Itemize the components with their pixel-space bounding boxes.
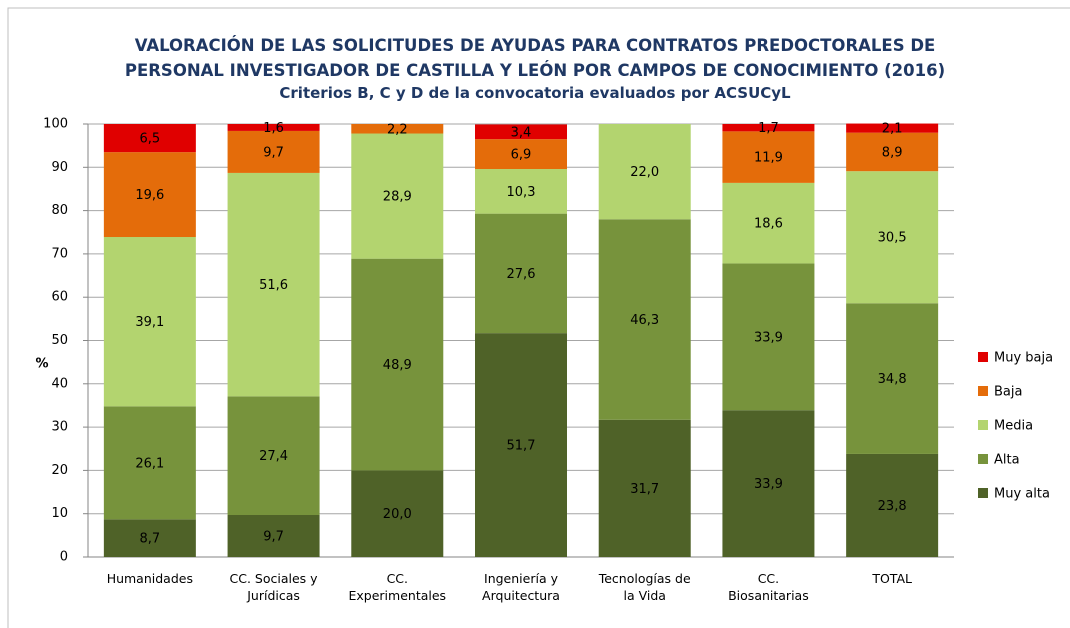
bar-segment [103, 237, 196, 407]
y-tick-label: 80 [51, 203, 68, 218]
bar-segment [475, 169, 567, 214]
bar-segment [722, 131, 815, 183]
y-tick-label: 40 [51, 376, 68, 391]
legend-label: Alta [994, 453, 1020, 468]
x-tick-label: Humanidades [106, 571, 193, 586]
y-tick-label: 70 [51, 246, 68, 261]
bar-segment [351, 133, 444, 259]
bar-segment [351, 470, 444, 557]
bar-segment [227, 396, 320, 515]
value-label: 6,9 [511, 148, 532, 163]
bar-segment [227, 124, 320, 131]
value-label: 9,7 [263, 145, 284, 160]
legend-label: Baja [994, 385, 1022, 400]
value-label: 33,9 [754, 477, 783, 492]
bar-segment [846, 171, 939, 304]
bar-segment [103, 519, 196, 557]
x-tick-label: CC. Biosanitarias [728, 571, 809, 603]
value-label: 51,7 [507, 439, 536, 454]
value-label: 3,4 [511, 125, 532, 140]
value-label: 8,7 [140, 532, 161, 547]
value-label: 9,7 [263, 529, 284, 544]
bar-segment [846, 132, 939, 172]
legend-swatch [978, 454, 988, 464]
bar-segment [846, 123, 939, 133]
y-tick-label: 60 [51, 290, 68, 305]
legend-swatch [978, 352, 988, 362]
bar-segment [475, 333, 567, 557]
legend-swatch [978, 386, 988, 396]
value-label: 26,1 [135, 456, 164, 471]
value-label: 23,8 [878, 499, 907, 514]
bar-segment [103, 406, 196, 520]
value-label: 28,9 [383, 190, 412, 205]
y-tick-label: 20 [51, 463, 68, 478]
legend-swatch [978, 420, 988, 430]
bar-segment [103, 152, 196, 238]
chart-title: VALORACIÓN DE LAS SOLICITUDES DE AYUDAS … [124, 36, 946, 80]
chart-subtitle: Criterios B, C y D de la convocatoria ev… [279, 84, 791, 102]
value-label: 6,5 [140, 132, 161, 147]
value-label: 27,4 [259, 449, 288, 464]
bar-segment [598, 219, 691, 420]
bar-segment [475, 124, 567, 140]
x-tick-label: Tecnologías de la Vida [598, 571, 691, 603]
y-axis-label: % [35, 357, 48, 372]
bar-segment [722, 182, 815, 264]
x-tick-label: CC. Experimentales [348, 571, 447, 603]
bar-segment [722, 410, 815, 557]
bar-segment [351, 258, 444, 471]
x-tick-label: CC. Sociales y Jurídicas [229, 571, 318, 603]
bar-segment [351, 124, 444, 134]
bar-segment [598, 124, 691, 220]
y-tick-label: 100 [43, 117, 68, 132]
x-tick-label: TOTAL [872, 571, 912, 586]
value-label: 20,0 [383, 507, 412, 522]
value-label: 51,6 [259, 278, 288, 293]
bar-segment [846, 453, 939, 557]
value-label: 48,9 [383, 358, 412, 373]
bar-segment [475, 139, 567, 170]
y-tick-label: 0 [60, 550, 68, 565]
value-label: 33,9 [754, 330, 783, 345]
y-tick-label: 10 [51, 506, 68, 521]
value-label: 30,5 [878, 231, 907, 246]
legend-label: Muy baja [994, 351, 1053, 366]
value-label: 18,6 [754, 217, 783, 232]
legend-swatch [978, 488, 988, 498]
bar-segment [598, 419, 691, 557]
value-label: 2,1 [882, 122, 903, 137]
value-label: 34,8 [878, 372, 907, 387]
y-tick-label: 30 [51, 420, 68, 435]
value-label: 27,6 [507, 267, 536, 282]
value-label: 11,9 [754, 151, 783, 166]
value-label: 1,6 [263, 121, 284, 136]
bar-segment [227, 514, 320, 557]
bar-segment [722, 263, 815, 411]
bar-segment [475, 213, 567, 334]
value-label: 46,3 [630, 313, 659, 328]
bar-segment [103, 124, 196, 153]
y-tick-label: 50 [51, 333, 68, 348]
value-label: 2,2 [387, 122, 408, 137]
value-label: 1,7 [758, 121, 779, 136]
value-label: 39,1 [135, 315, 164, 330]
bar-segment [227, 130, 320, 173]
legend-label: Muy alta [994, 487, 1050, 502]
value-label: 31,7 [630, 482, 659, 497]
y-tick-label: 90 [51, 160, 68, 175]
value-label: 22,0 [630, 165, 659, 180]
bar-segment [227, 172, 320, 397]
legend-label: Media [994, 419, 1033, 434]
x-tick-label: Ingeniería y Arquitectura [482, 571, 560, 603]
bar-segment [722, 124, 815, 132]
value-label: 19,6 [135, 188, 164, 203]
value-label: 10,3 [507, 185, 536, 200]
bar-segment [846, 303, 939, 454]
chart-frame [7, 7, 1070, 628]
value-label: 8,9 [882, 145, 903, 160]
